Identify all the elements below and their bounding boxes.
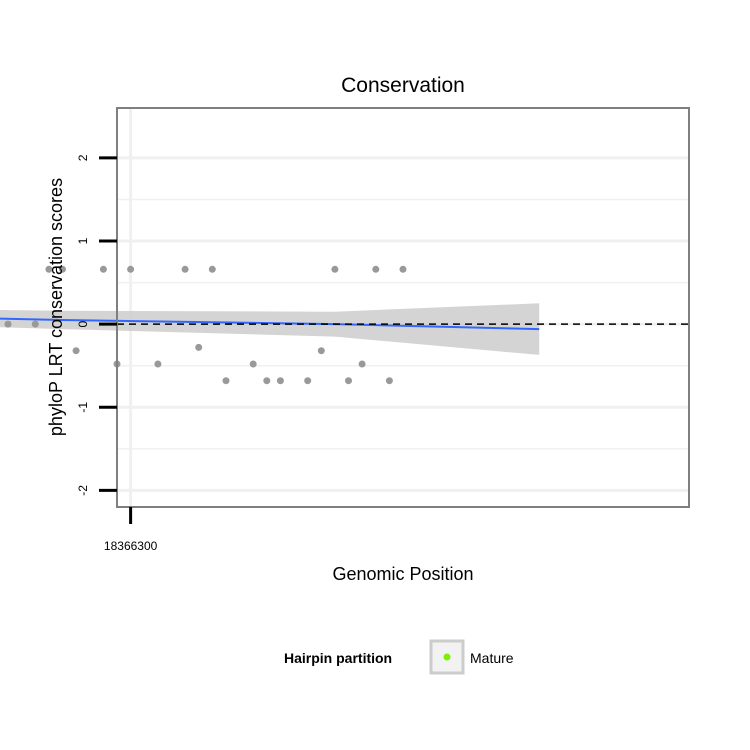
point-other-143	[181, 265, 189, 273]
point-other-149	[276, 377, 284, 385]
point-other-135	[31, 320, 39, 328]
smooth-confidence-band	[0, 303, 540, 355]
point-other-157	[399, 265, 407, 273]
y-tick-label-4: 2	[76, 154, 90, 161]
point-other-145	[208, 265, 216, 273]
y-tick-label-3: 1	[76, 237, 90, 244]
data-points-layer	[4, 265, 407, 385]
x-tick-label-4: 18366300	[104, 539, 158, 553]
legend-label-mature: Mature	[470, 650, 514, 666]
panel-border	[116, 107, 690, 508]
smooth-trend-line	[0, 317, 540, 331]
point-other-152	[331, 265, 339, 273]
point-other-153	[345, 377, 352, 385]
point-other-151	[317, 347, 325, 355]
x-axis: 1836650018366450183664001836635018366300	[104, 507, 158, 553]
point-other-146	[222, 377, 230, 385]
point-other-144	[195, 343, 203, 351]
point-other-134	[4, 320, 12, 328]
legend-title: Hairpin partition	[284, 650, 392, 666]
legend-key	[429, 639, 465, 675]
y-axis: -2 -1 0 1 2	[76, 154, 117, 496]
confidence-band-layer	[0, 303, 540, 355]
point-other-138	[72, 347, 80, 355]
point-other-141	[127, 265, 135, 273]
point-other-150	[304, 377, 312, 385]
point-other-147	[249, 360, 257, 368]
smooth-line-layer	[0, 317, 540, 331]
point-other-155	[372, 265, 380, 273]
point-other-136	[45, 265, 53, 273]
y-axis-title: phyloP LRT conservation scores	[46, 178, 66, 436]
point-other-142	[154, 360, 162, 368]
point-other-154	[358, 360, 366, 368]
y-tick-label-2: 0	[76, 320, 90, 327]
legend-key-mature-point	[443, 653, 451, 661]
y-tick-label-1: -1	[76, 402, 90, 413]
y-tick-label-0: -2	[76, 485, 90, 496]
x-axis-title: Genomic Position	[332, 564, 473, 584]
plot-panel	[117, 108, 689, 507]
chart-title: Conservation	[341, 74, 465, 97]
point-other-139	[99, 265, 107, 273]
point-other-137	[59, 265, 66, 273]
legend: Hairpin partition Mature	[284, 639, 514, 675]
point-other-156	[385, 377, 393, 385]
point-other-148	[263, 377, 271, 385]
